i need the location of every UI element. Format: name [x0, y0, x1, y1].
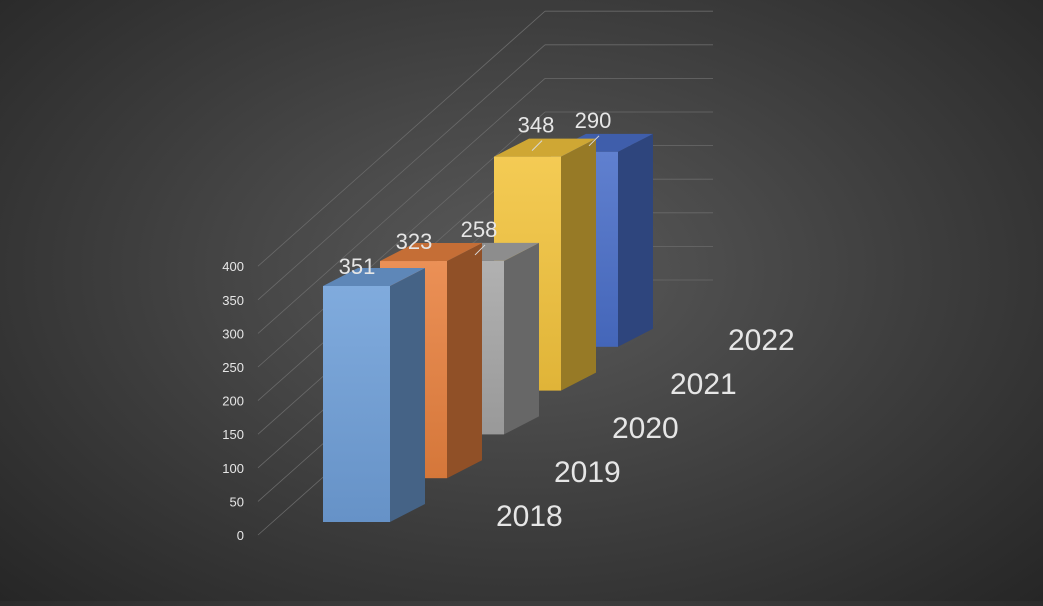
data-label: 323 [396, 229, 433, 254]
y-axis: 0 50 100 150 200 250 300 350 400 [222, 259, 244, 543]
bar-side [504, 242, 539, 435]
y-tick-label: 200 [222, 394, 244, 409]
y-tick-label: 350 [222, 293, 244, 308]
data-label: 290 [575, 108, 612, 133]
data-label: 351 [339, 254, 376, 279]
category-label: 2018 [496, 500, 563, 533]
y-tick-label: 150 [222, 427, 244, 442]
category-label: 2019 [554, 456, 621, 489]
data-label-leader [531, 140, 543, 151]
y-tick-label: 300 [222, 326, 244, 341]
data-label-leader [588, 135, 600, 147]
data-label: 258 [461, 217, 498, 242]
bar-2018 [323, 286, 390, 522]
y-tick-label: 400 [222, 259, 244, 274]
bar-side [618, 133, 653, 347]
y-tick-label: 50 [230, 494, 244, 509]
data-label-leader [474, 244, 486, 256]
gridline [257, 10, 546, 267]
gridline [257, 111, 546, 368]
y-tick-label: 250 [222, 360, 244, 375]
category-label: 2021 [670, 368, 737, 401]
data-label: 348 [518, 113, 555, 138]
category-label: 2022 [728, 324, 795, 357]
y-tick-label: 0 [237, 528, 244, 543]
bars [323, 133, 653, 522]
gridline [257, 78, 546, 334]
bar-top [380, 243, 482, 262]
x-axis: 2022 2021 2020 2019 2018 [496, 324, 795, 533]
data-labels: 290 348 258 323 351 [339, 108, 612, 279]
bar-top [494, 138, 596, 157]
category-label: 2020 [612, 412, 679, 445]
bar-side [561, 138, 596, 391]
gridline [257, 44, 546, 301]
bar-side [390, 268, 425, 522]
bar-top [323, 268, 425, 286]
y-tick-label: 100 [222, 461, 244, 476]
bar-side [447, 243, 482, 479]
